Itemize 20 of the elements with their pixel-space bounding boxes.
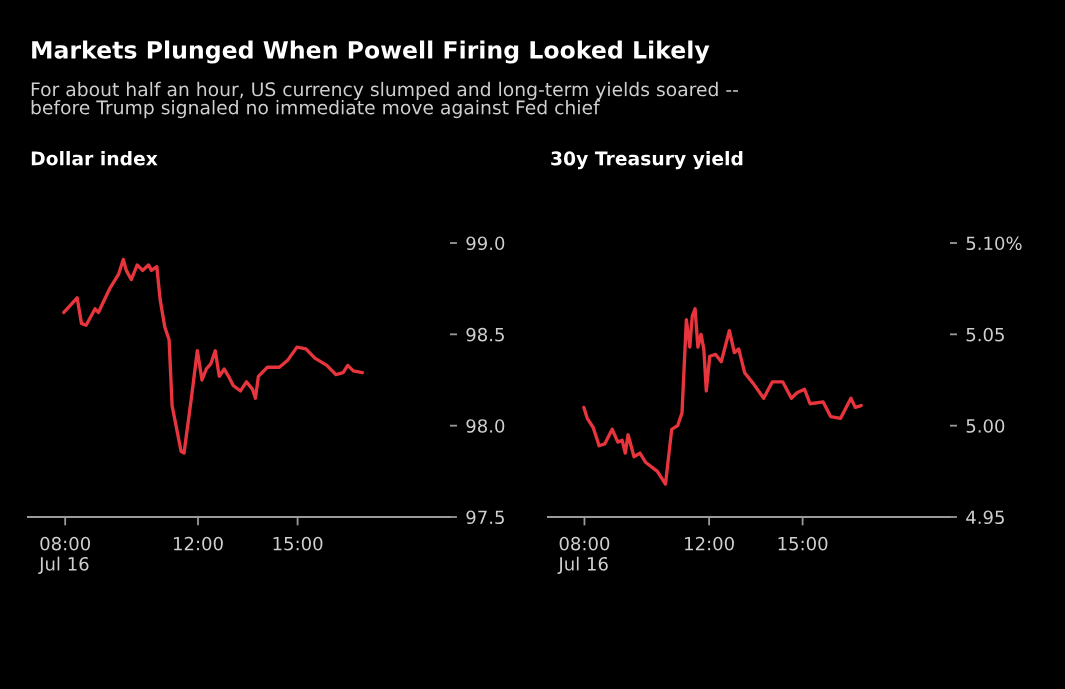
x-tick-label: 08:00 Jul 16 — [38, 536, 90, 574]
y-tick-label: 98.5 — [466, 327, 504, 342]
text: For about half an hour, US currency slumped and long-term yields soared -- before Trump signaled no immediate move against Fed chief — [31, 81, 738, 119]
x-tick-label: 12:00 — [685, 536, 734, 551]
x-tick-label: 15:00 — [273, 536, 323, 551]
x-tick-label: 15:00 — [778, 536, 828, 551]
x-tick-label: 12:00 — [173, 536, 223, 551]
y-tick-label: 97.5 — [466, 510, 504, 525]
x-tick-label: 08:00 Jul 16 — [557, 536, 610, 574]
line-series — [62, 257, 365, 455]
chart-title: 30y Treasury yield — [551, 150, 743, 170]
y-tick-label: 4.95 — [966, 510, 1004, 525]
y-tick-label: 5.10% — [966, 236, 1022, 251]
y-tick-label: 5.00 — [966, 419, 1005, 433]
text: Markets Plunged When Powell Firing Looked Likely — [32, 40, 710, 64]
y-tick-label: 99.0 — [466, 236, 505, 251]
y-tick-label: 98.0 — [466, 419, 505, 433]
y-tick-label: 5.05 — [966, 327, 1004, 342]
line-series — [582, 307, 863, 486]
chart-title: Dollar index — [31, 150, 158, 166]
